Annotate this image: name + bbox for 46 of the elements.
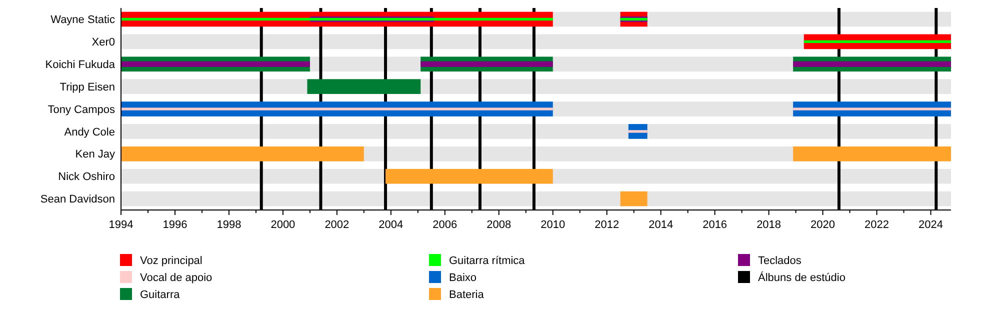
y-tick-label: Ken Jay xyxy=(75,148,116,161)
legend-label: Bateria xyxy=(449,288,485,301)
y-tick-label: Sean Davidson xyxy=(40,194,115,206)
x-tick-label: 1998 xyxy=(216,219,242,231)
x-tick-label: 1996 xyxy=(162,219,188,231)
x-tick-label: 2006 xyxy=(432,219,458,231)
bar xyxy=(420,61,553,67)
bar xyxy=(628,130,648,133)
legend-label: Guitarra rítmica xyxy=(449,254,526,267)
bar xyxy=(121,146,364,162)
bar xyxy=(386,168,553,184)
y-tick-label: Xer0 xyxy=(92,36,115,49)
legend-label: Voz principal xyxy=(140,254,202,267)
bar xyxy=(793,108,951,110)
x-tick-label: 2022 xyxy=(864,219,890,231)
bar xyxy=(121,108,553,110)
bar xyxy=(793,146,951,162)
x-tick-label: 2020 xyxy=(810,219,836,231)
y-tick-label: Andy Cole xyxy=(64,126,115,138)
legend-label: Vocal de apoio xyxy=(140,272,212,284)
legend-label: Guitarra xyxy=(140,288,181,301)
y-tick-label: Nick Oshiro xyxy=(58,171,115,184)
x-tick-label: 2018 xyxy=(756,219,782,231)
x-tick-label: 2012 xyxy=(594,219,620,231)
x-tick-label: 2002 xyxy=(324,219,350,231)
legend-label: Teclados xyxy=(758,254,802,267)
y-tick-label: Tony Campos xyxy=(48,104,116,116)
x-tick-label: 2024 xyxy=(918,219,943,231)
bar xyxy=(620,191,648,206)
x-tick-label: 2008 xyxy=(486,219,512,231)
y-tick-label: Tripp Eisen xyxy=(60,81,115,94)
bar xyxy=(121,18,553,21)
x-tick-label: 2004 xyxy=(378,219,404,231)
legend-label: Baixo xyxy=(449,272,477,284)
x-tick-label: 2010 xyxy=(540,219,566,231)
bar xyxy=(804,40,951,43)
y-tick-label: Koichi Fukuda xyxy=(45,58,116,71)
x-tick-label: 1994 xyxy=(108,219,134,231)
bar xyxy=(793,61,951,67)
x-tick-label: 2014 xyxy=(648,219,674,231)
x-tick-label: 2000 xyxy=(270,219,296,231)
legend-label: Álbuns de estúdio xyxy=(758,270,846,284)
y-tick-label: Wayne Static xyxy=(50,14,116,26)
bar xyxy=(121,61,310,67)
bar xyxy=(307,79,421,94)
x-tick-label: 2016 xyxy=(702,219,728,231)
